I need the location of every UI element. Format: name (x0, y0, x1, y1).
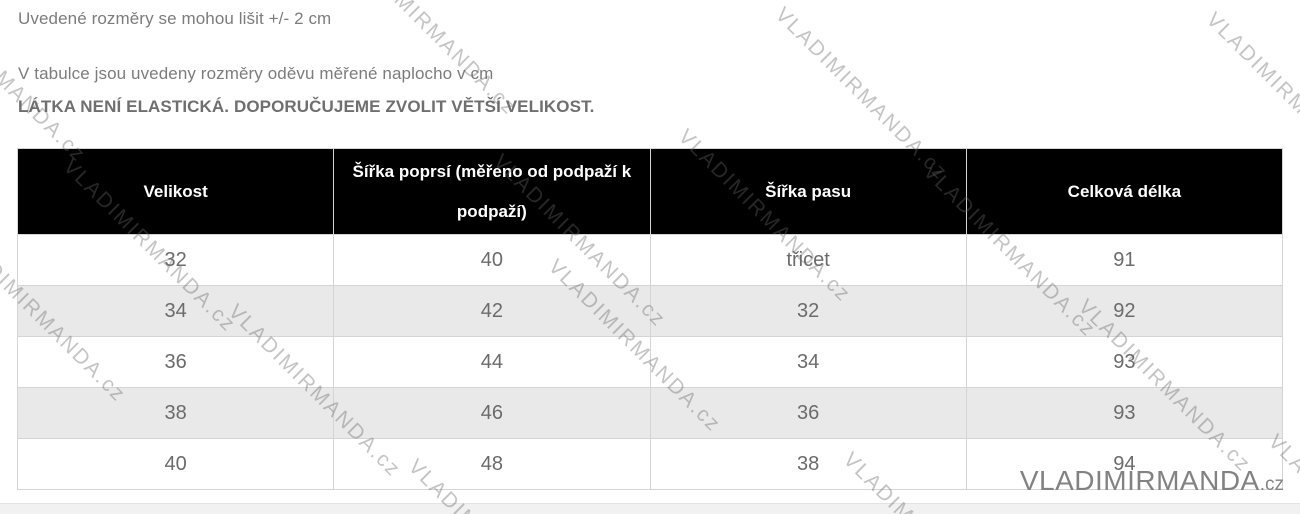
table-cell: 40 (333, 234, 651, 286)
size-table-body: 32 40 třicet 91 34 42 32 92 36 44 34 93 … (16, 234, 1284, 490)
column-header-sirka-pasu: Šířka pasu (649, 148, 967, 235)
table-cell: 94 (965, 438, 1284, 490)
table-cell: 34 (16, 285, 335, 337)
table-cell: 38 (649, 438, 967, 490)
header-row: Velikost Šířka poprsí (měřeno od podpaží… (16, 148, 1284, 235)
brand-logo-name: VLADIMIRMANDA (1019, 465, 1260, 496)
table-cell: 34 (649, 336, 967, 388)
table-cell: 46 (333, 387, 651, 439)
note-fabric-warning: LÁTKA NENÍ ELASTICKÁ. DOPORUČUJEME ZVOLI… (18, 97, 595, 116)
table-cell: 36 (16, 336, 335, 388)
table-cell: 48 (333, 438, 651, 490)
column-header-velikost: Velikost (16, 148, 335, 235)
table-cell: 93 (965, 387, 1284, 439)
table-cell: 92 (965, 285, 1284, 337)
table-cell: 44 (333, 336, 651, 388)
table-cell: třicet (649, 234, 967, 286)
table-cell: 91 (965, 234, 1284, 286)
table-cell: 32 (16, 234, 335, 286)
table-cell: 38 (16, 387, 335, 439)
size-table-header: Velikost Šířka poprsí (měřeno od podpaží… (16, 148, 1284, 235)
brand-logo-tld: .cz (1259, 474, 1284, 495)
table-cell: 93 (965, 336, 1284, 388)
table-row: 38 46 36 93 (16, 387, 1284, 439)
brand-logo: VLADIMIRMANDA.cz (1020, 467, 1284, 495)
note-measurement: V tabulce jsou uvedeny rozměry oděvu měř… (18, 64, 494, 83)
size-table: Velikost Šířka poprsí (měřeno od podpaží… (16, 148, 1284, 490)
column-header-sirka-poprsi: Šířka poprsí (měřeno od podpaží k podpaž… (333, 148, 651, 235)
table-row: 32 40 třicet 91 (16, 234, 1284, 286)
table-cell: 32 (649, 285, 967, 337)
footer-strip (0, 503, 1300, 514)
table-cell: 42 (333, 285, 651, 337)
column-header-celkova-delka: Celková délka (965, 148, 1284, 235)
note-tolerance: Uvedené rozměry se mohou lišit +/- 2 cm (18, 9, 332, 28)
table-row: 40 48 38 94 (16, 438, 1284, 490)
table-row: 34 42 32 92 (16, 285, 1284, 337)
table-cell: 36 (649, 387, 967, 439)
table-cell: 40 (16, 438, 335, 490)
table-row: 36 44 34 93 (16, 336, 1284, 388)
notes-section: Uvedené rozměry se mohou lišit +/- 2 cm … (18, 8, 1282, 118)
